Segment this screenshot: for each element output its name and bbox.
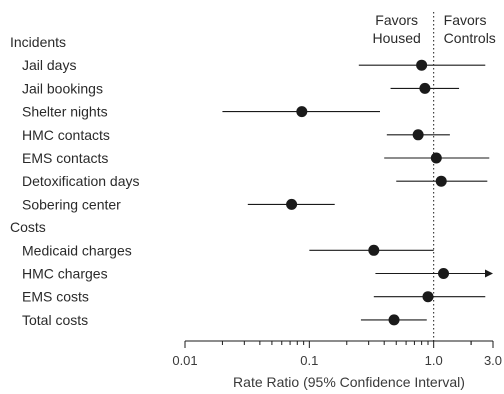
forest-rows: Incidents Jail days Jail bookings Shelter n… — [10, 34, 493, 328]
row-label: Detoxification days — [22, 173, 140, 189]
row-label: Jail days — [22, 57, 76, 73]
x-axis: 0.01 0.1 1.0 3.0 — [172, 340, 502, 368]
point-estimate — [412, 129, 424, 141]
ci-arrow-icon — [485, 269, 493, 278]
favors-header: Favors Housed Favors Controls — [373, 12, 496, 46]
row-label: Shelter nights — [22, 104, 108, 120]
row-label: Medicaid charges — [22, 242, 132, 258]
tick-label: 0.1 — [300, 353, 318, 368]
favors-housed-line-1: Favors — [375, 12, 418, 28]
point-estimate — [430, 152, 442, 164]
tick-label: 3.0 — [484, 353, 502, 368]
section-title: Incidents — [10, 34, 66, 50]
section-title: Costs — [10, 219, 46, 235]
row-label: Sobering center — [22, 196, 121, 212]
favors-housed-line-2: Housed — [373, 30, 421, 46]
tick-label: 0.01 — [172, 353, 197, 368]
row-label: EMS contacts — [22, 150, 108, 166]
point-estimate — [416, 59, 428, 71]
point-estimate — [296, 106, 308, 118]
point-estimate — [368, 244, 380, 256]
point-estimate — [422, 291, 434, 303]
point-estimate — [435, 175, 447, 187]
favors-controls-line-2: Controls — [444, 30, 496, 46]
row-label: EMS costs — [22, 289, 89, 305]
point-estimate — [388, 314, 400, 326]
row-label: HMC contacts — [22, 127, 110, 143]
favors-controls-line-1: Favors — [444, 12, 487, 28]
point-estimate — [419, 82, 431, 94]
point-estimate — [286, 198, 298, 210]
tick-label: 1.0 — [425, 353, 443, 368]
row-label: Jail bookings — [22, 80, 103, 96]
row-label: HMC charges — [22, 266, 108, 282]
row-label: Total costs — [22, 312, 88, 328]
point-estimate — [438, 268, 450, 279]
x-axis-title: Rate Ratio (95% Confidence Interval) — [233, 374, 465, 390]
